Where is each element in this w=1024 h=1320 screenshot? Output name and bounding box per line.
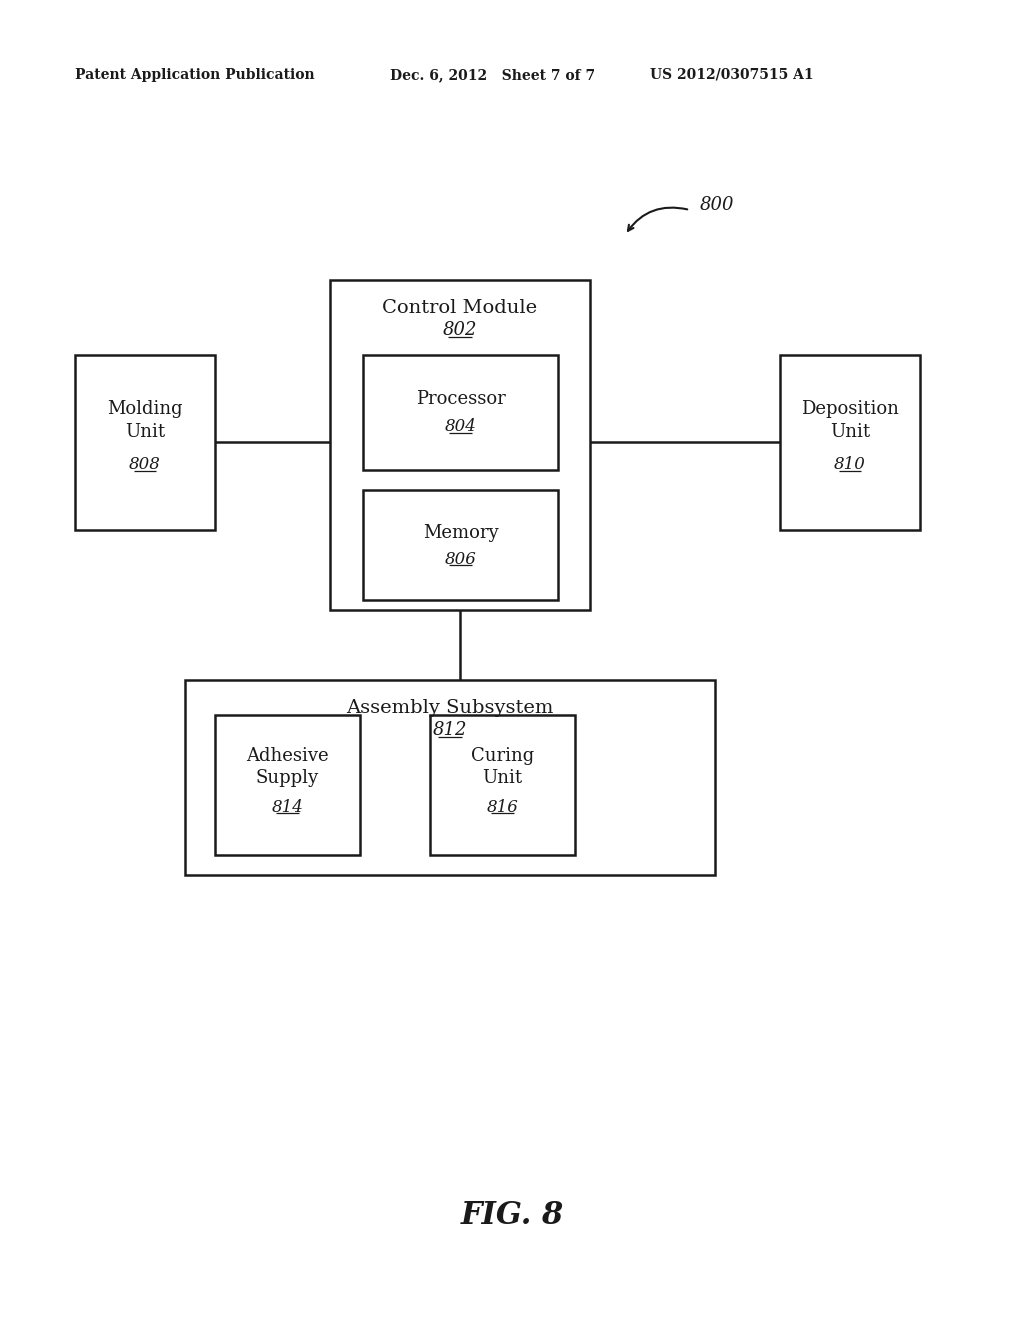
Text: Adhesive
Supply: Adhesive Supply <box>246 747 329 787</box>
Text: 812: 812 <box>433 721 467 739</box>
Text: Control Module: Control Module <box>382 300 538 317</box>
Bar <box>330 280 590 610</box>
Text: Molding
Unit: Molding Unit <box>108 400 183 441</box>
Bar <box>362 355 558 470</box>
Text: 800: 800 <box>700 195 734 214</box>
Text: 802: 802 <box>442 321 477 339</box>
Text: 806: 806 <box>444 550 476 568</box>
Text: Dec. 6, 2012   Sheet 7 of 7: Dec. 6, 2012 Sheet 7 of 7 <box>390 69 595 82</box>
Bar <box>185 680 715 875</box>
Bar <box>780 355 920 531</box>
Bar <box>75 355 215 531</box>
Text: US 2012/0307515 A1: US 2012/0307515 A1 <box>650 69 814 82</box>
Text: Deposition
Unit: Deposition Unit <box>801 400 899 441</box>
Text: Curing
Unit: Curing Unit <box>471 747 535 787</box>
Text: Patent Application Publication: Patent Application Publication <box>75 69 314 82</box>
Text: Processor: Processor <box>416 389 506 408</box>
Text: 808: 808 <box>129 455 161 473</box>
Bar <box>215 715 360 855</box>
Text: FIG. 8: FIG. 8 <box>461 1200 563 1230</box>
Text: 804: 804 <box>444 418 476 436</box>
Text: 814: 814 <box>271 799 303 816</box>
Bar <box>430 715 575 855</box>
Text: 816: 816 <box>486 799 518 816</box>
Text: Assembly Subsystem: Assembly Subsystem <box>346 700 554 717</box>
Text: Memory: Memory <box>423 524 499 543</box>
Text: 810: 810 <box>835 455 866 473</box>
Bar <box>362 490 558 601</box>
